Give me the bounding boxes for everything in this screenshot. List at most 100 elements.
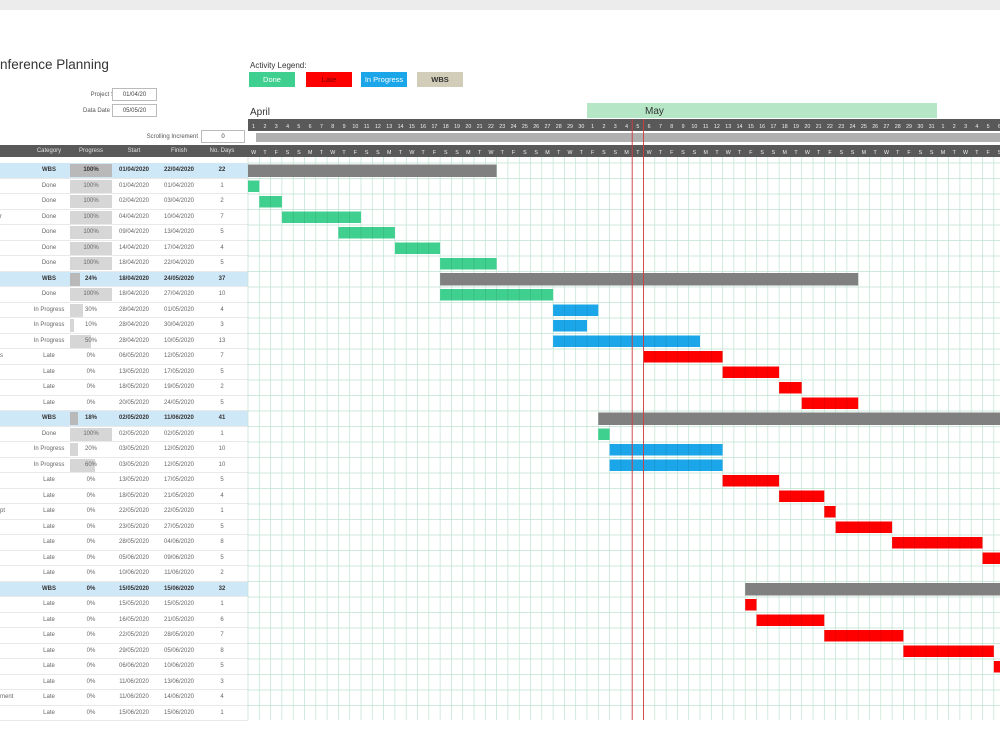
- task-bar-done[interactable]: [440, 258, 497, 270]
- task-row[interactable]: pt Late 0% 22/05/2020 22/05/2020 1: [0, 504, 248, 520]
- task-row[interactable]: s Late 0% 06/05/2020 12/05/2020 7: [0, 349, 248, 365]
- day-number: 20: [804, 124, 810, 130]
- task-row[interactable]: Done 100% 18/04/2020 27/04/2020 10: [0, 287, 248, 303]
- task-bar-late[interactable]: [993, 661, 1000, 673]
- task-bar-done[interactable]: [338, 227, 395, 239]
- wbs-row[interactable]: WBS 18% 02/05/2020 11/06/2020 41: [0, 411, 248, 427]
- task-bar-in-progress[interactable]: [553, 335, 700, 348]
- header-start[interactable]: Start: [127, 148, 141, 154]
- task-bar-late[interactable]: [756, 614, 825, 627]
- task-row[interactable]: Late 0% 11/06/2020 13/06/2020 3: [0, 675, 248, 690]
- task-bar-done[interactable]: [259, 196, 282, 208]
- cell-finish-date: 01/04/2020: [163, 182, 195, 189]
- day-number: 16: [759, 124, 765, 130]
- header-no-days[interactable]: No. Days: [209, 148, 235, 154]
- task-row[interactable]: r Done 100% 04/04/2020 10/04/2020 7: [0, 210, 248, 225]
- task-row[interactable]: In Progress 60% 03/05/2020 12/05/2020 10: [0, 458, 248, 473]
- weekday-letter: S: [930, 150, 934, 156]
- progress-fill: [70, 334, 91, 348]
- task-bar-late[interactable]: [824, 630, 904, 642]
- day-number: 3: [275, 124, 278, 130]
- header-progress[interactable]: Progress: [78, 148, 103, 154]
- wbs-bar[interactable]: [440, 273, 859, 286]
- task-bar-done[interactable]: [394, 242, 441, 255]
- task-row[interactable]: Done 100% 14/04/2020 17/04/2020 4: [0, 241, 248, 256]
- task-bar-late[interactable]: [722, 366, 780, 379]
- wbs-row[interactable]: WBS 100% 01/04/2020 22/04/2020 22: [0, 163, 248, 179]
- task-bar-done[interactable]: [440, 289, 554, 301]
- task-bar-late[interactable]: [824, 506, 836, 518]
- cell-start-date: 18/04/2020: [118, 275, 150, 282]
- task-bar-late[interactable]: [835, 521, 893, 534]
- task-row[interactable]: Late 0% 05/06/2020 09/06/2020 5: [0, 551, 248, 566]
- task-row[interactable]: In Progress 50% 28/04/2020 10/05/2020 13: [0, 334, 248, 349]
- data-date-input[interactable]: 05/05/20: [112, 104, 157, 117]
- task-bar-late[interactable]: [745, 599, 757, 611]
- cell-progress: 100%: [83, 213, 99, 220]
- day-number: 23: [838, 124, 844, 130]
- task-bar-late[interactable]: [903, 645, 994, 658]
- task-row[interactable]: In Progress 30% 28/04/2020 01/05/2020 4: [0, 303, 248, 318]
- cell-progress: 0%: [86, 663, 96, 669]
- task-row[interactable]: ment Late 0% 11/06/2020 14/06/2020 4: [0, 690, 248, 706]
- task-row[interactable]: Late 0% 10/06/2020 11/06/2020 2: [0, 566, 248, 582]
- wbs-bar[interactable]: [248, 164, 497, 178]
- task-bar-in-progress[interactable]: [553, 320, 587, 332]
- scroll-bar[interactable]: [256, 133, 1000, 142]
- header-finish[interactable]: Finish: [170, 148, 187, 154]
- task-row[interactable]: Late 0% 16/05/2020 21/05/2020 6: [0, 613, 248, 628]
- cell-finish-date: 10/04/2020: [163, 213, 195, 220]
- wbs-bar[interactable]: [745, 583, 1000, 596]
- task-bar-late[interactable]: [779, 490, 825, 503]
- task-bar-late[interactable]: [722, 475, 780, 487]
- task-bar-in-progress[interactable]: [609, 459, 723, 472]
- task-row[interactable]: Done 100% 18/04/2020 22/04/2020 5: [0, 256, 248, 272]
- task-row[interactable]: Late 0% 28/05/2020 04/06/2020 8: [0, 535, 248, 551]
- legend-title: Activity Legend:: [250, 61, 307, 70]
- task-row[interactable]: Done 100% 01/04/2020 01/04/2020 1: [0, 179, 248, 194]
- task-row[interactable]: Done 100% 02/04/2020 03/04/2020 2: [0, 194, 248, 210]
- weekday-letter: T: [422, 150, 426, 156]
- task-row[interactable]: Late 0% 13/05/2020 17/05/2020 5: [0, 473, 248, 489]
- task-bar-late[interactable]: [643, 351, 723, 363]
- cell-category: Late: [43, 663, 55, 669]
- cell-finish-date: 22/05/2020: [163, 508, 195, 514]
- task-row[interactable]: Late 0% 06/06/2020 10/06/2020 5: [0, 659, 248, 675]
- task-row[interactable]: Late 0% 15/05/2020 15/05/2020 1: [0, 597, 248, 613]
- task-bar-late[interactable]: [801, 397, 859, 410]
- task-bar-done[interactable]: [598, 428, 610, 441]
- task-bar-late[interactable]: [779, 382, 802, 394]
- task-row[interactable]: In Progress 20% 03/05/2020 12/05/2020 10: [0, 442, 248, 458]
- day-number: 29: [567, 124, 573, 130]
- cell-category: Done: [41, 198, 57, 204]
- task-bar-late[interactable]: [892, 537, 983, 549]
- task-row[interactable]: Late 0% 29/05/2020 05/06/2020 8: [0, 644, 248, 659]
- cell-finish-date: 03/04/2020: [163, 198, 195, 204]
- task-bar-done[interactable]: [248, 180, 260, 193]
- scrolling-increment-input[interactable]: 0: [201, 130, 245, 143]
- cell-finish-date: 21/05/2020: [163, 492, 195, 499]
- task-bar-late[interactable]: [982, 552, 1000, 565]
- wbs-row[interactable]: WBS 24% 18/04/2020 24/05/2020 37: [0, 271, 248, 287]
- wbs-row[interactable]: WBS 0% 15/05/2020 15/06/2020 32: [0, 581, 248, 597]
- cell-finish-date: 27/04/2020: [163, 291, 195, 297]
- task-bar-in-progress[interactable]: [609, 444, 723, 456]
- task-row[interactable]: Late 0% 13/05/2020 17/05/2020 5: [0, 365, 248, 380]
- task-row[interactable]: Late 0% 22/05/2020 28/05/2020 7: [0, 628, 248, 644]
- project-start-input[interactable]: 01/04/20: [112, 88, 157, 101]
- task-bar-done[interactable]: [281, 211, 361, 224]
- task-row[interactable]: Done 100% 09/04/2020 13/04/2020 5: [0, 225, 248, 241]
- task-row[interactable]: Late 0% 18/05/2020 19/05/2020 2: [0, 380, 248, 396]
- cell-category: In Progress: [33, 461, 65, 468]
- task-row[interactable]: In Progress 10% 28/04/2020 30/04/2020 3: [0, 318, 248, 334]
- wbs-bar[interactable]: [598, 412, 1000, 426]
- task-row[interactable]: Late 0% 15/06/2020 15/06/2020 1: [0, 706, 248, 721]
- header-category[interactable]: Category: [36, 148, 62, 154]
- task-row[interactable]: Late 0% 18/05/2020 21/05/2020 4: [0, 489, 248, 504]
- task-row[interactable]: Done 100% 02/05/2020 02/05/2020 1: [0, 427, 248, 442]
- task-row[interactable]: Late 0% 20/05/2020 24/05/2020 5: [0, 396, 248, 411]
- task-bar-in-progress[interactable]: [553, 304, 599, 317]
- cell-start-date: 29/05/2020: [118, 647, 150, 654]
- task-row[interactable]: Late 0% 23/05/2020 27/05/2020 5: [0, 520, 248, 535]
